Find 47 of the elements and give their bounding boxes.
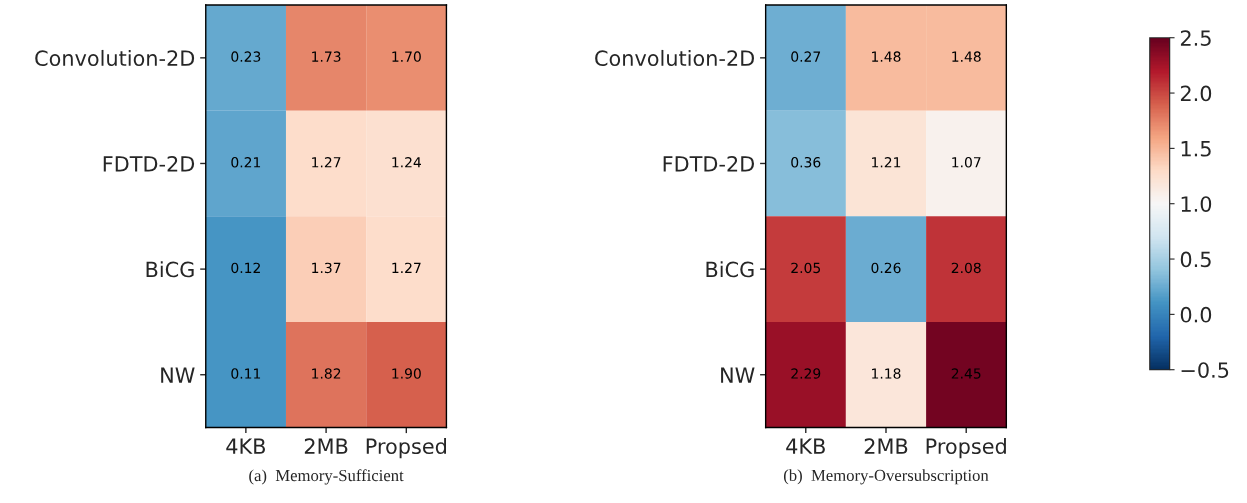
data-label: 0.12 bbox=[231, 262, 260, 274]
data-label: 1.37 bbox=[312, 262, 341, 274]
data-label: 1.70 bbox=[392, 51, 421, 62]
x-tick-label: 4KB bbox=[226, 438, 265, 454]
color-bar-label: 1.0 bbox=[1181, 196, 1212, 212]
y-tick-label: FDTD-2D bbox=[663, 155, 755, 172]
data-label: 2.05 bbox=[791, 262, 821, 274]
x-tick-label: Propsed bbox=[366, 437, 446, 459]
color-bar-label: 2.0 bbox=[1180, 85, 1212, 102]
data-label: 0.27 bbox=[791, 51, 821, 62]
data-label: 1.90 bbox=[392, 368, 421, 379]
data-label: 1.27 bbox=[392, 262, 421, 273]
color-bar-label: 1.5 bbox=[1181, 141, 1211, 157]
data-label: 1.21 bbox=[872, 157, 901, 168]
data-label: 0.11 bbox=[231, 368, 261, 379]
data-label: 0.21 bbox=[231, 157, 261, 168]
data-label: 1.24 bbox=[392, 157, 421, 168]
data-label: 2.29 bbox=[791, 368, 821, 379]
color-bar-label: 2.5 bbox=[1180, 30, 1211, 46]
y-tick-label: BiCG bbox=[146, 261, 194, 278]
y-tick-label: BiCG bbox=[706, 261, 754, 278]
x-axis-title: (b) Memory-Oversubscription bbox=[783, 469, 989, 485]
color-bar-label: 0.0 bbox=[1180, 306, 1212, 323]
data-label: 1.27 bbox=[312, 157, 341, 168]
data-label: 1.07 bbox=[952, 157, 981, 168]
data-label: 1.48 bbox=[952, 51, 981, 62]
data-label: 1.73 bbox=[312, 51, 341, 62]
data-label: 1.48 bbox=[872, 51, 901, 62]
y-tick-label: Convolution-2D bbox=[595, 49, 755, 67]
x-tick-label: Propsed bbox=[926, 437, 1006, 459]
x-tick-label: 2MB bbox=[864, 438, 908, 454]
x-tick-label: 2MB bbox=[304, 438, 348, 454]
data-label: 1.82 bbox=[312, 368, 341, 379]
x-axis-title: (a) Memory-Sufficient bbox=[249, 469, 404, 485]
y-tick-label: NW bbox=[721, 367, 755, 383]
data-label: 2.45 bbox=[951, 368, 981, 379]
x-tick-label: 4KB bbox=[786, 438, 825, 454]
y-tick-label: NW bbox=[161, 367, 195, 383]
y-tick-label: Convolution-2D bbox=[35, 49, 195, 67]
data-label: 1.18 bbox=[872, 368, 901, 379]
data-label: 0.26 bbox=[871, 262, 901, 274]
color-bar-label: −0.5 bbox=[1181, 362, 1229, 378]
y-tick-label: FDTD-2D bbox=[103, 155, 195, 172]
data-label: 0.23 bbox=[231, 51, 261, 62]
data-label: 2.08 bbox=[951, 262, 981, 274]
color-bar-label: 0.5 bbox=[1180, 251, 1211, 268]
data-label: 0.36 bbox=[791, 157, 821, 168]
